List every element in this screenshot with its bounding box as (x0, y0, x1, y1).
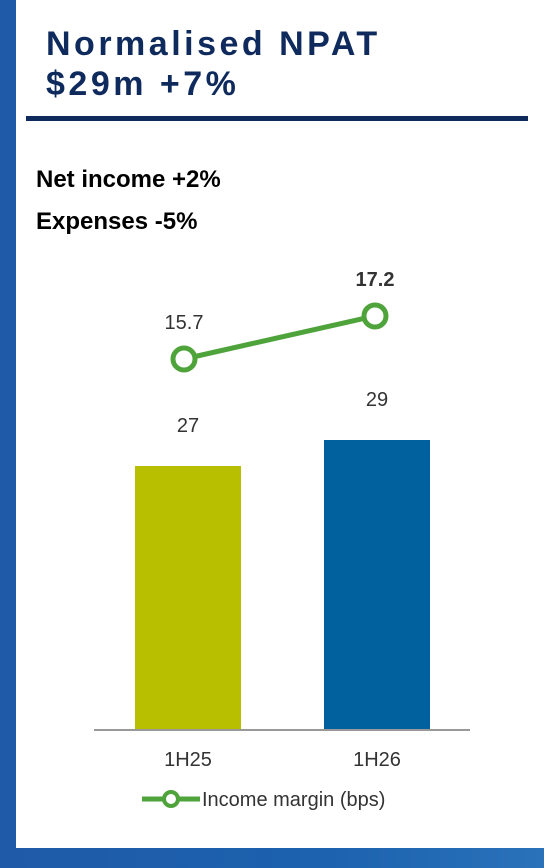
bar-value-label-1h26: 29 (366, 389, 388, 411)
bar-value-label-1h25: 27 (177, 415, 199, 437)
slide-card (16, 0, 544, 848)
chart-legend: Income margin (bps) (142, 789, 385, 811)
x-tick-label-1h25: 1H25 (164, 749, 212, 771)
kpi-net-income: Net income +2% (36, 166, 221, 193)
title-line-2: $29m +7% (46, 65, 240, 103)
legend-label: Income margin (bps) (202, 789, 385, 811)
legend-marker-icon (162, 790, 180, 808)
bar-1h25 (135, 466, 241, 729)
bar-1h26 (324, 440, 430, 729)
income-margin-line (183, 313, 376, 362)
kpi-expenses: Expenses -5% (36, 208, 198, 235)
x-tick-label-1h26: 1H26 (353, 749, 401, 771)
income-margin-point-1h26 (361, 302, 389, 330)
income-margin-point-1h25 (170, 345, 198, 373)
title-divider (26, 116, 528, 121)
income-margin-label-1h25: 15.7 (165, 312, 204, 334)
title-line-1: Normalised NPAT (46, 25, 381, 63)
page-title: Normalised NPAT $29m +7% (46, 24, 381, 104)
income-margin-label-1h26: 17.2 (356, 269, 395, 291)
